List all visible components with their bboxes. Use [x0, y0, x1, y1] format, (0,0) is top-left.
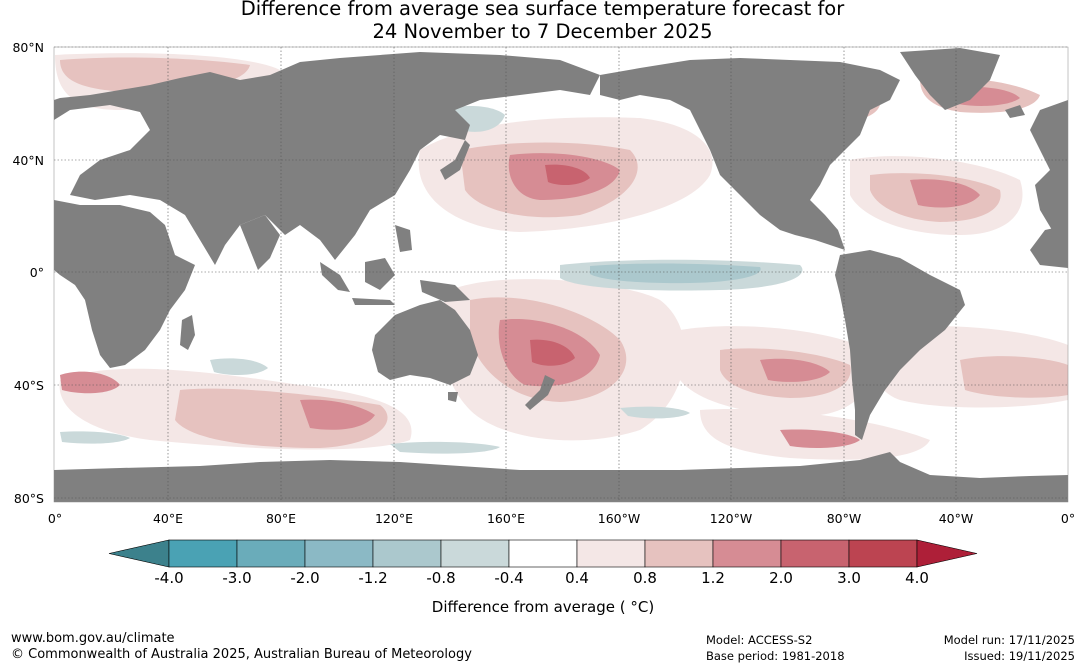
- footer-issued: Issued: 19/11/2025: [964, 649, 1075, 663]
- europe-west: [1030, 100, 1068, 240]
- colorbar-segment: [780, 539, 850, 568]
- lon-label-120w: 120°W: [710, 511, 752, 526]
- longitude-labels: 0° 40°E 80°E 120°E 160°E 160°W 120°W 80°…: [48, 511, 1075, 526]
- colorbar-segment: [508, 539, 578, 568]
- lon-label-120e: 120°E: [375, 511, 413, 526]
- hudson-bay-island: [790, 95, 810, 115]
- warm-core-southern-indian: [60, 371, 120, 394]
- madagascar: [180, 315, 195, 350]
- iceland: [1005, 105, 1025, 118]
- colorbar-segment: [440, 539, 510, 568]
- warm-core-southern-ocean: [780, 429, 860, 448]
- lat-label-80n: 80°N: [12, 40, 44, 55]
- indonesia-sumatra: [320, 262, 350, 292]
- colorbar-tick-label: 0.8: [633, 569, 657, 587]
- colorbar-tick-label: -0.8: [426, 569, 455, 587]
- africa: [54, 200, 195, 368]
- lat-label-0: 0°: [30, 265, 44, 280]
- warm-core-indian: [300, 399, 375, 430]
- cool-patch-southern-ocean-a: [60, 431, 130, 444]
- colorbar-segment: [644, 539, 714, 568]
- colorbar-title: Difference from average ( °C): [432, 598, 654, 616]
- lon-label-80w: 80°W: [827, 511, 862, 526]
- colorbar-tick-label: 1.2: [701, 569, 725, 587]
- new-zealand: [525, 375, 555, 410]
- colorbar-tick-label: 0.4: [565, 569, 589, 587]
- colorbar-tick-label: 3.0: [837, 569, 861, 587]
- warm-spot-pacific-south: [530, 339, 575, 366]
- philippines: [395, 225, 412, 252]
- colorbar-tick-labels: -4.0 -3.0 -2.0 -1.2 -0.8 -0.4 0.4 0.8 1.2 2.0 3.0 4…: [154, 569, 929, 587]
- colorbar-tick-label: -2.0: [290, 569, 319, 587]
- footer-model: Model: ACCESS-S2: [706, 633, 813, 647]
- indonesia-borneo: [365, 258, 395, 290]
- map-frame: [53, 46, 1069, 503]
- land-masses: [54, 48, 1068, 502]
- tasmania: [448, 392, 458, 402]
- lat-label-40n: 40°N: [12, 153, 44, 168]
- warm-core-atlantic: [910, 179, 980, 208]
- warm-core-east-pacific: [760, 358, 830, 382]
- map-title-line2: 24 November to 7 December 2025: [372, 20, 713, 43]
- colorbar-segment: [168, 539, 238, 568]
- new-guinea: [420, 280, 470, 302]
- warm-spot-pacific-north: [545, 164, 590, 186]
- cool-patch-southern-indian: [210, 358, 268, 376]
- latitude-labels: 80°N 40°N 0° 40°S 80°S: [12, 40, 44, 506]
- colorbar-tick-label: -3.0: [222, 569, 251, 587]
- lat-label-80s: 80°S: [14, 491, 44, 506]
- colorbar-segment: [576, 539, 646, 568]
- south-america: [835, 250, 965, 440]
- colorbar-segment: [236, 539, 306, 568]
- colorbar-segment: [712, 539, 782, 568]
- cool-patch-southern-ocean-b: [390, 441, 500, 454]
- eurasia: [54, 52, 600, 265]
- indonesia-java: [352, 298, 395, 305]
- colorbar-tick-label: -0.4: [494, 569, 523, 587]
- footer-base-period: Base period: 1981-2018: [706, 649, 845, 663]
- australia: [372, 300, 478, 385]
- japan: [440, 140, 470, 180]
- lon-label-160w: 160°W: [598, 511, 640, 526]
- colorbar-extend-max: [916, 539, 978, 568]
- colorbar-tick-label: -4.0: [154, 569, 183, 587]
- colorbar-tick-label: 4.0: [905, 569, 929, 587]
- uk-ireland: [1045, 112, 1060, 138]
- colorbar-tick-label: -1.2: [358, 569, 387, 587]
- lon-label-0-left: 0°: [48, 511, 62, 526]
- colorbar: [108, 539, 978, 568]
- lon-label-160e: 160°E: [487, 511, 525, 526]
- lon-label-40e: 40°E: [153, 511, 183, 526]
- africa-west-right: [1030, 225, 1068, 268]
- map-title-line1: Difference from average sea surface temp…: [240, 0, 845, 20]
- colorbar-segment: [372, 539, 442, 568]
- footer-model-run: Model run: 17/11/2025: [943, 633, 1075, 647]
- colorbar-extend-min: [108, 539, 170, 568]
- footer-copyright: © Commonwealth of Australia 2025, Austra…: [11, 647, 472, 662]
- lon-label-80e: 80°E: [266, 511, 296, 526]
- antarctica: [54, 452, 1068, 502]
- colorbar-segment: [848, 539, 918, 568]
- cool-patch-southern-ocean-c: [620, 406, 690, 419]
- warm-patch-south-atlantic: [960, 356, 1068, 398]
- colorbar-tick-label: 2.0: [769, 569, 793, 587]
- cool-patch-equatorial-pacific-core: [590, 263, 761, 284]
- lon-label-0-right: 0°: [1061, 511, 1075, 526]
- footer-url: www.bom.gov.au/climate: [11, 631, 175, 646]
- north-america: [600, 58, 900, 250]
- india-subcontinent: [240, 215, 280, 270]
- greenland: [900, 48, 1000, 110]
- colorbar-segment: [304, 539, 374, 568]
- lon-label-40w: 40°W: [939, 511, 974, 526]
- lat-label-40s: 40°S: [14, 378, 44, 393]
